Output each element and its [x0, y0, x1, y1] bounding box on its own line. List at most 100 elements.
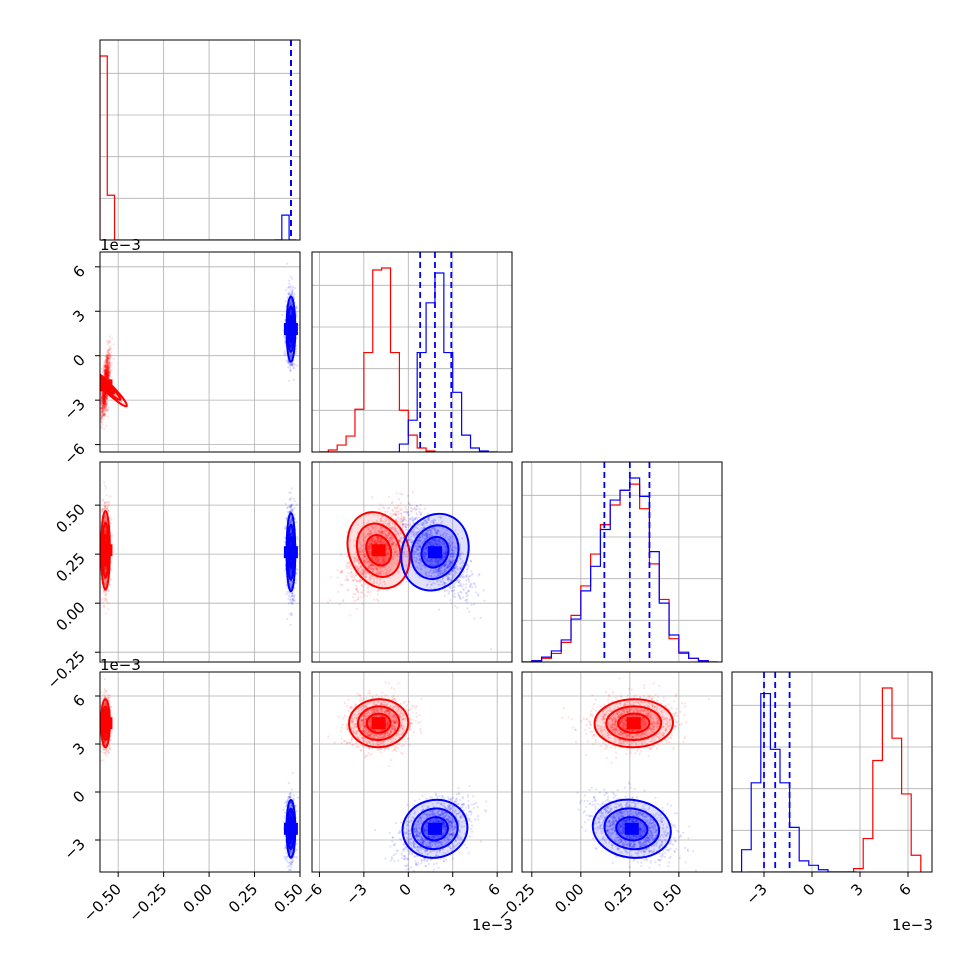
scatter-point: [108, 361, 111, 364]
scatter-point: [102, 409, 105, 412]
scatter-point: [106, 396, 109, 400]
scatter-point: [289, 302, 292, 305]
scatter-point: [104, 393, 107, 396]
scatter-point: [292, 362, 295, 365]
scatter-point: [106, 373, 109, 376]
scatter-point: [104, 394, 107, 398]
scatter-point: [293, 296, 296, 299]
scatter-point: [104, 392, 107, 395]
scatter-point: [106, 364, 109, 367]
scatter-point: [103, 369, 106, 372]
scatter-point: [105, 371, 108, 375]
scatter-point: [290, 290, 293, 293]
scatter-point: [105, 372, 108, 376]
scatter-point: [105, 368, 108, 371]
scatter-point: [104, 360, 107, 363]
scatter-point: [102, 402, 105, 405]
scatter-point: [101, 393, 104, 396]
scatter-point: [109, 353, 112, 356]
scatter-point: [285, 359, 288, 362]
scatter-point: [101, 408, 104, 412]
scatter-point: [289, 303, 292, 306]
scatter-point: [105, 358, 108, 361]
scatter-point: [106, 373, 109, 376]
scatter-point: [105, 397, 109, 400]
scatter-point: [106, 373, 109, 376]
scatter-point: [108, 362, 111, 365]
scatter-point: [289, 355, 292, 358]
panel-frame: [99, 39, 301, 241]
scatter-point: [105, 340, 108, 343]
scatter-point: [101, 406, 104, 409]
scatter-point: [107, 365, 110, 369]
scatter-point: [103, 393, 106, 396]
scatter-point: [291, 363, 294, 366]
scatter-point: [100, 407, 103, 410]
scatter-point: [100, 400, 103, 403]
scatter-point: [104, 400, 107, 403]
scatter-point: [104, 368, 107, 371]
scatter-point: [108, 371, 111, 374]
scatter-point: [105, 366, 108, 369]
scatter-point: [102, 397, 105, 401]
scatter-point: [107, 342, 110, 345]
scatter-point: [289, 344, 292, 347]
scatter-point: [103, 398, 106, 401]
scatter-point: [288, 279, 291, 282]
scatter-point: [103, 405, 106, 408]
scatter-point: [106, 360, 109, 363]
scatter-point: [288, 379, 291, 382]
scatter-point: [110, 351, 113, 354]
histogram-red: [100, 55, 297, 240]
scatter-point: [106, 370, 109, 373]
scatter-point: [101, 598, 104, 601]
scatter-point: [107, 361, 110, 364]
scatter-point: [295, 315, 298, 318]
scatter-point: [106, 375, 110, 378]
scatter-point: [104, 597, 108, 600]
scatter-point: [103, 395, 106, 398]
scatter-point: [105, 362, 108, 365]
scatter-point: [106, 374, 110, 377]
scatter-point: [105, 374, 108, 378]
scatter-point: [287, 285, 290, 288]
scatter-point: [107, 370, 110, 373]
scatter-point: [106, 371, 109, 374]
scatter-point: [109, 346, 112, 349]
scatter-point: [105, 364, 108, 367]
scatter-point: [103, 394, 106, 398]
scatter-point: [102, 411, 105, 414]
scatter-point: [106, 370, 109, 373]
scatter-point: [102, 591, 105, 594]
scatter-point: [106, 371, 109, 374]
scatter-point: [290, 313, 293, 316]
scatter-point: [289, 313, 292, 316]
scatter-point: [287, 366, 290, 369]
scatter-point: [289, 288, 292, 291]
scatter-point: [290, 293, 293, 296]
scatter-point: [105, 403, 108, 406]
scatter-point: [104, 364, 107, 367]
scatter-point: [103, 397, 106, 400]
scatter-point: [106, 363, 109, 366]
scatter-point: [100, 396, 103, 399]
scatter-point: [103, 399, 106, 402]
scatter-point: [100, 410, 103, 413]
scatter-point: [103, 405, 106, 408]
scatter-point: [105, 354, 108, 357]
scatter-point: [106, 349, 109, 352]
scatter-point: [100, 410, 103, 413]
scatter-point: [106, 356, 109, 359]
scatter-point: [106, 363, 109, 366]
scatter-point: [104, 397, 107, 400]
scatter-point: [110, 361, 114, 365]
scatter-point: [290, 300, 293, 303]
scatter-point: [106, 353, 109, 356]
scatter-point: [102, 395, 105, 398]
scatter-point: [107, 377, 110, 380]
scatter-point: [294, 363, 297, 366]
scatter-point: [106, 374, 109, 378]
scatter-point: [104, 373, 107, 376]
scatter-point: [103, 396, 106, 399]
scatter-point: [285, 352, 288, 355]
